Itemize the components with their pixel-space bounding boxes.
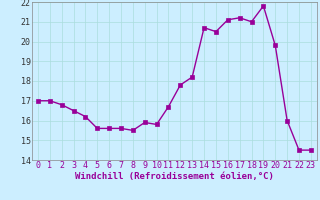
X-axis label: Windchill (Refroidissement éolien,°C): Windchill (Refroidissement éolien,°C)	[75, 172, 274, 181]
